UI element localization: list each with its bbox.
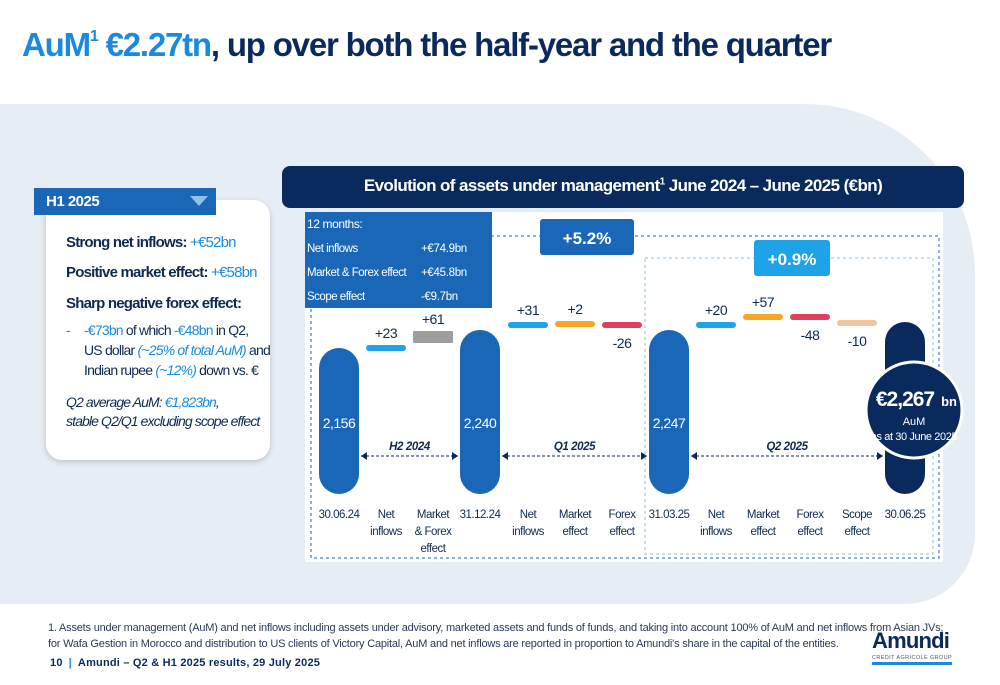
badge-half-year <box>540 219 634 255</box>
amundi-logo: Amundi <box>872 628 950 653</box>
bullet-dash: - <box>66 322 71 338</box>
bar-value-label: -48 <box>801 327 820 343</box>
footnote: 1. Assets under management (AuM) and net… <box>48 622 944 650</box>
period-label: Q2 2025 <box>766 441 808 453</box>
period-arrow-head-left <box>691 452 697 460</box>
bar-delta <box>366 345 406 351</box>
bar-value-label: 2,240 <box>464 415 497 431</box>
category-label: effect <box>751 526 777 538</box>
period-label: H2 2024 <box>389 441 431 453</box>
twelve-months-title: 12 months: <box>307 217 362 231</box>
category-label: Market <box>417 509 450 521</box>
category-label: Scope <box>842 509 872 521</box>
bar-value-label: 2,156 <box>323 415 356 431</box>
bar-total <box>319 348 359 494</box>
twelve-months-value: -€9.7bn <box>421 291 458 303</box>
final-aum-value: €2,267 <box>876 388 935 411</box>
period-arrow-head-right <box>877 452 883 460</box>
h1-tab: H1 2025 <box>34 188 216 215</box>
category-label: effect <box>798 526 824 538</box>
stable-note: stable Q2/Q1 excluding scope effect <box>66 413 260 429</box>
category-label: 31.12.24 <box>460 509 502 521</box>
chart-title: Evolution of assets under management1 Ju… <box>282 166 964 208</box>
period-arrow-head-right <box>452 452 458 460</box>
bar-total <box>460 330 500 494</box>
period-label-bg <box>761 439 813 453</box>
category-label: Net <box>378 509 396 521</box>
twelve-months-value: +€74.9bn <box>421 243 467 255</box>
category-label: 31.03.25 <box>649 509 690 521</box>
logo-subtitle: CREDIT AGRICOLE GROUP <box>872 655 953 661</box>
category-label: inflows <box>370 526 402 538</box>
badge-half-year-label: +5.2% <box>563 229 612 248</box>
logo-bar <box>872 662 952 665</box>
bar-value-label: +31 <box>517 302 540 318</box>
twelve-months-label: Market & Forex effect <box>307 267 408 279</box>
bar-delta <box>696 322 736 328</box>
category-label: Forex <box>609 509 637 521</box>
bar-value-label: 2,247 <box>653 415 686 431</box>
bar-value-label: +57 <box>752 294 775 310</box>
category-label: 30.06.25 <box>885 509 926 521</box>
final-aum-line2: as at 30 June 2025 <box>871 431 958 443</box>
category-label: 30.06.24 <box>319 509 361 521</box>
category-label: Net <box>520 509 538 521</box>
period-label: Q1 2025 <box>554 441 596 453</box>
h1-summary-card <box>46 200 270 460</box>
bar-value-label: +61 <box>422 311 445 327</box>
page-footer: 10 | Amundi – Q2 & H1 2025 results, 29 Jul… <box>50 657 321 669</box>
twelve-months-label: Net inflows <box>307 243 358 255</box>
bar-delta <box>555 321 595 327</box>
bar-value-label: +2 <box>568 301 584 317</box>
forex-detail-line2: US dollar (~25% of total AuM) and <box>84 342 271 358</box>
category-label: effect <box>610 526 636 538</box>
market-effect-summary: Positive market effect: +€58bn <box>66 264 258 281</box>
bar-delta <box>508 322 548 328</box>
forex-detail-line1: -€73bn of which -€48bn in Q2, <box>84 322 249 338</box>
bar-value-label: +23 <box>375 325 398 341</box>
bar-delta <box>790 314 830 320</box>
twelve-months-label: Scope effect <box>307 291 366 303</box>
period-label-bg <box>383 439 436 453</box>
bar-value-label: -10 <box>848 333 867 349</box>
bar-total <box>649 330 689 494</box>
twelve-months-box <box>305 212 492 308</box>
period-arrow-head-right <box>641 452 647 460</box>
category-label: inflows <box>512 526 544 538</box>
category-label: & Forex <box>415 526 453 538</box>
bar-value-label: +20 <box>705 302 728 318</box>
average-aum-note: Q2 average AuM: €1,823bn, <box>66 394 220 410</box>
bar-delta <box>837 320 877 326</box>
period-arrow-head-left <box>361 452 367 460</box>
category-label: effect <box>845 526 871 538</box>
final-aum-line1: AuM <box>903 416 926 428</box>
final-aum-unit: bn <box>941 394 957 409</box>
category-label: Forex <box>797 509 825 521</box>
page-title: AuM1 €2.27tn, up over both the half-year… <box>22 26 832 63</box>
bar-value-label: -26 <box>613 335 632 351</box>
category-label: Market <box>559 509 592 521</box>
category-label: effect <box>421 543 447 555</box>
category-label: inflows <box>700 526 732 538</box>
period-arrow-head-left <box>502 452 508 460</box>
net-inflows-summary: Strong net inflows: +€52bn <box>66 234 236 251</box>
category-label: Market <box>747 509 780 521</box>
badge-quarter-label: +0.9% <box>768 250 817 269</box>
bar-delta <box>602 322 642 328</box>
category-label: Net <box>708 509 726 521</box>
period-label-bg <box>548 439 601 453</box>
final-aum-badge <box>864 360 964 460</box>
forex-effect-summary: Sharp negative forex effect: <box>66 295 242 312</box>
forex-detail-line3: Indian rupee (~12%) down vs. € <box>84 362 259 378</box>
bar-delta <box>413 331 453 343</box>
twelve-months-value: +€45.8bn <box>421 267 467 279</box>
badge-quarter <box>754 240 830 276</box>
category-label: effect <box>563 526 589 538</box>
chevron-down-icon <box>190 196 208 206</box>
bar-delta <box>743 314 783 320</box>
